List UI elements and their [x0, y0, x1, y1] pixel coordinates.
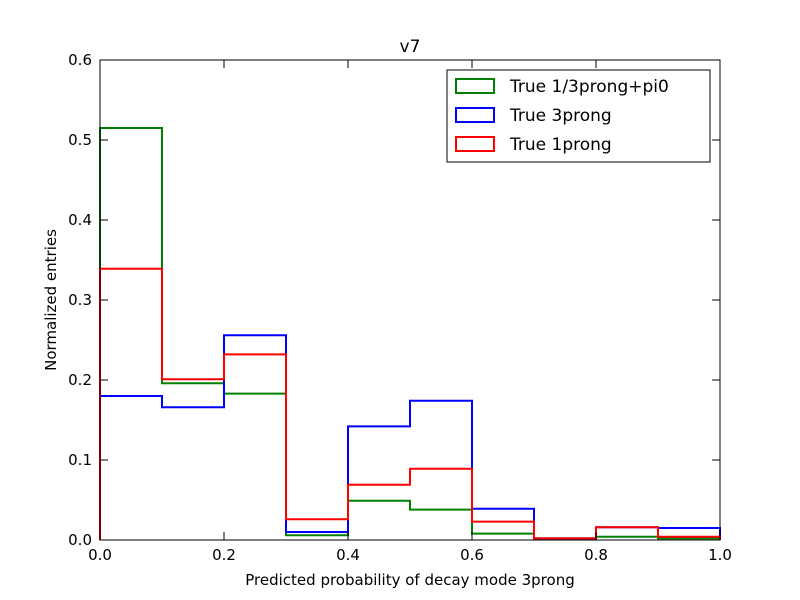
legend-swatch-1 [455, 107, 495, 123]
y-tick-label-4: 0.4 [68, 211, 92, 229]
legend-label-0: True 1/3prong+pi0 [509, 77, 669, 97]
x-tick-label-4: 0.8 [584, 546, 608, 564]
y-tick-label-2: 0.2 [68, 371, 92, 389]
x-tick-label-2: 0.4 [336, 546, 360, 564]
y-tick-label-0: 0.0 [68, 531, 92, 549]
y-tick-label-3: 0.3 [68, 291, 92, 309]
legend-swatch-2 [455, 136, 495, 152]
legend: True 1/3prong+pi0 True 3prong True 1prong [446, 69, 711, 163]
y-axis-ticks: 0.0 0.1 0.2 0.3 0.4 0.5 0.6 [68, 51, 720, 549]
x-tick-label-1: 0.2 [212, 546, 236, 564]
y-tick-label-6: 0.6 [68, 51, 92, 69]
x-axis-ticks: 0.0 0.2 0.4 0.6 0.8 1.0 [88, 60, 732, 564]
series-2-step-line [99, 267, 721, 540]
y-axis-label: Normalized entries [42, 229, 60, 371]
legend-label-1: True 3prong [509, 106, 612, 126]
x-tick-label-5: 1.0 [708, 546, 732, 564]
legend-swatch-0 [455, 78, 495, 94]
x-tick-label-3: 0.6 [460, 546, 484, 564]
x-axis-label: Predicted probability of decay mode 3pro… [245, 571, 574, 589]
legend-label-2: True 1prong [509, 135, 612, 155]
chart-title: v7 [400, 37, 421, 57]
x-tick-label-0: 0.0 [88, 546, 112, 564]
legend-box [446, 69, 711, 163]
y-tick-label-1: 0.1 [68, 451, 92, 469]
y-tick-label-5: 0.5 [68, 131, 92, 149]
series-0-step-line [99, 127, 721, 540]
series-layer [99, 127, 721, 540]
